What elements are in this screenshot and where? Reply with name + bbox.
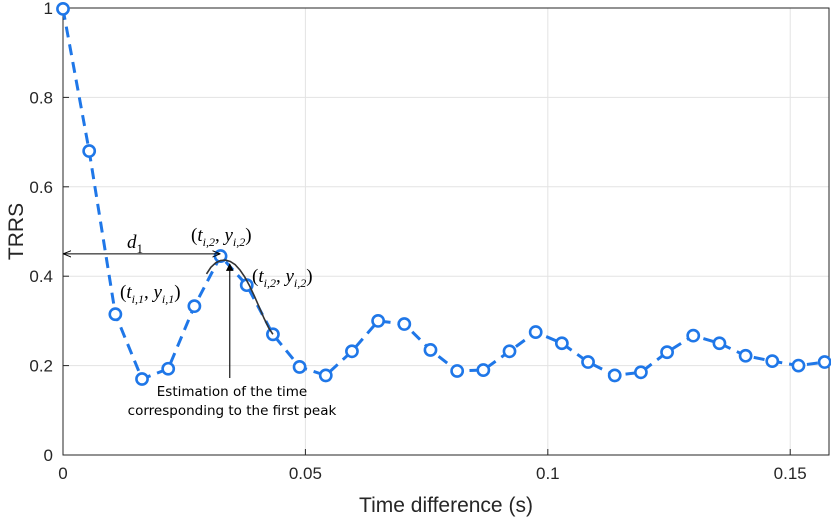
axis-ticks: 0 0.05 0.1 0.15 0 0.2 0.4 0.6 0.8 1 [29, 0, 806, 483]
data-point [450, 364, 465, 378]
data-point [108, 307, 123, 322]
data-point [712, 336, 727, 351]
y-axis-title: TRRS [5, 203, 28, 260]
y-tick-label: 1 [44, 0, 53, 18]
first-point-label: (ti,1, yi,1) [120, 282, 181, 306]
data-point [292, 360, 307, 374]
data-point [817, 355, 831, 369]
data-point [187, 299, 202, 314]
fitted-peak-curve [205, 259, 274, 335]
data-point [633, 365, 648, 380]
estimation-label-line1: Estimation of the time [157, 384, 307, 400]
y-tick-label: 0.6 [29, 178, 53, 197]
data-point [423, 343, 438, 357]
y-tick-label: 0.8 [29, 88, 53, 107]
x-axis-title: Time difference (s) [359, 494, 533, 517]
data-point [318, 368, 333, 383]
y-tick-label: 0 [44, 446, 53, 465]
data-point [554, 336, 569, 351]
data-point [476, 363, 491, 377]
annotations: d1 (ti,2, yi,2)(ti,2, yi,2) (ti,1, yi,1) Es… [64, 225, 336, 419]
data-point [345, 344, 359, 359]
y-tick-label: 0.4 [29, 267, 53, 286]
series-line-trrs [61, 8, 825, 381]
data-point [765, 354, 780, 369]
plot-area [62, 7, 830, 456]
estimation-label-line2: corresponding to the first peak [128, 403, 337, 419]
data-point [738, 348, 753, 363]
y-tick-label: 0.2 [29, 357, 53, 376]
data-point [686, 328, 701, 343]
data-point [502, 344, 517, 359]
x-tick-label: 0.05 [289, 464, 322, 483]
peak-point-label: (ti,2, yi,2) [191, 225, 252, 249]
data-point [581, 355, 595, 369]
d1-label: d1 [127, 232, 143, 256]
data-point [791, 358, 806, 373]
data-point [82, 144, 97, 158]
data-point [528, 325, 543, 339]
data-point [607, 368, 622, 383]
x-tick-label: 0.15 [774, 464, 807, 483]
fitted-point-label: (ti,2, yi,2) [252, 266, 313, 290]
data-point [371, 313, 386, 328]
x-tick-label: 0.1 [536, 464, 560, 483]
data-point [56, 1, 70, 16]
data-point [135, 372, 149, 386]
data-point [161, 361, 176, 376]
x-tick-label: 0 [58, 464, 67, 483]
data-point [660, 345, 674, 360]
data-point [397, 317, 412, 331]
data-series [56, 1, 831, 386]
